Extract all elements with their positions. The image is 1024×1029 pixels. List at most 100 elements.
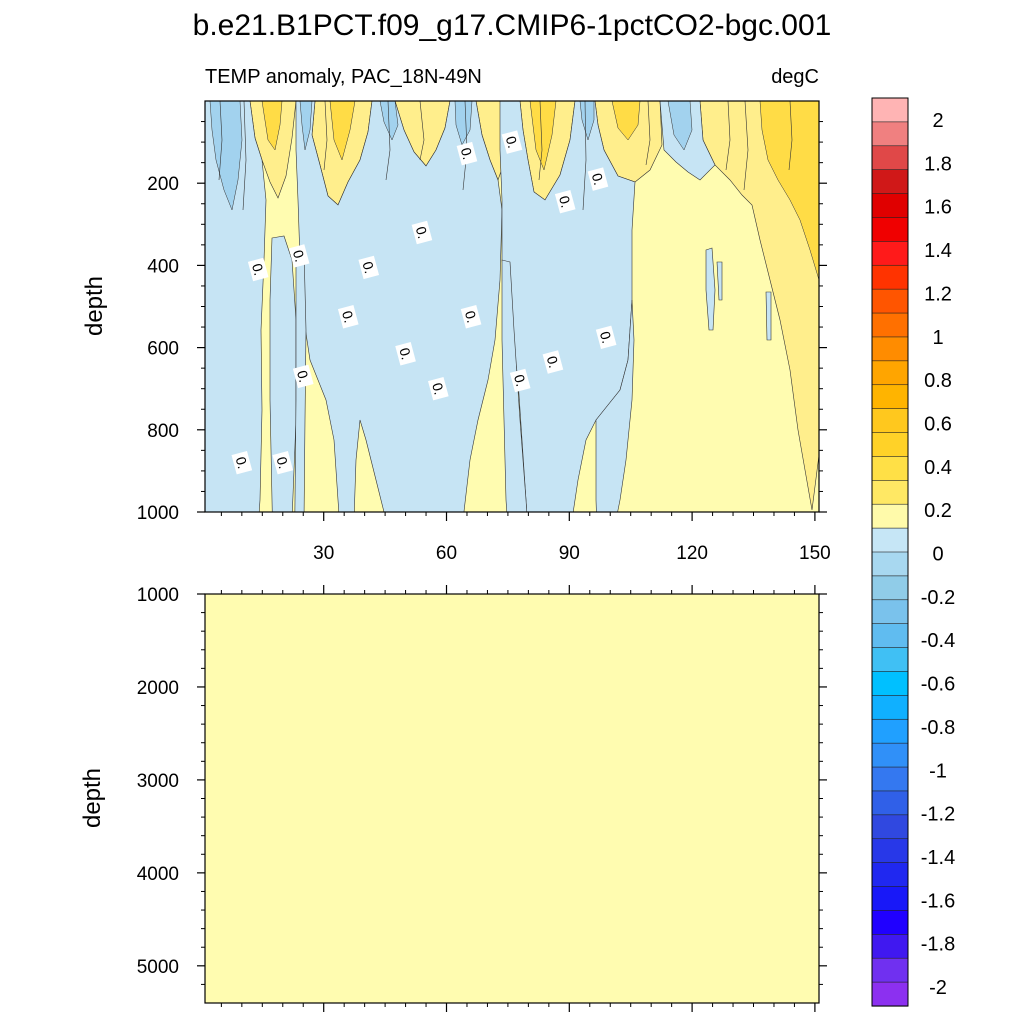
negative-patch (765, 291, 772, 341)
contour-label-box (272, 450, 294, 475)
colorbar-swatch (871, 312, 909, 338)
top-xtick-label: 30 (313, 543, 334, 564)
colorbar-label: -0.6 (921, 674, 955, 696)
contour-label: 0. (460, 305, 482, 329)
colorbar-swatch (871, 886, 909, 912)
contour-label-text: 0. (544, 354, 562, 369)
streak-line (323, 101, 328, 171)
contour-label-box (292, 364, 314, 389)
colorbar-label: 2 (932, 110, 943, 132)
negative-patch (499, 101, 636, 512)
colorbar-swatch (871, 647, 909, 673)
colorbar-label: 0 (932, 544, 943, 566)
contour-label-box (247, 257, 269, 282)
top-ytick-label: 400 (147, 256, 179, 277)
colorbar-swatch (871, 241, 909, 266)
colorbar-swatch (871, 575, 909, 601)
contour-label-box (456, 141, 478, 166)
contour-label-box (395, 342, 416, 366)
colorbar-swatch (871, 551, 909, 577)
colorbar-swatch (871, 480, 909, 505)
negative-patch-strong (579, 101, 595, 141)
colorbar-label: 0.2 (924, 500, 952, 522)
top-xtick-label: 150 (799, 543, 831, 564)
contour-label: 0. (595, 325, 617, 350)
colorbar-swatch (871, 742, 909, 768)
colorbar-swatch (871, 97, 909, 123)
colorbar-swatch (871, 121, 909, 147)
top-panel-axes: 200 400 600 800 1000 30 60 90 120 150 (137, 121, 831, 564)
bottom-ytick-label: 1000 (137, 585, 179, 606)
bottom-ylabel: depth (79, 768, 106, 828)
colorbar-swatch (871, 599, 909, 625)
contour-label-box (411, 220, 433, 245)
colorbar-swatch (871, 910, 909, 935)
colorbar-label: 1 (932, 327, 943, 349)
contour-label-text: 0. (413, 225, 431, 240)
positive-anomaly-regions-strong (261, 101, 819, 281)
chart-title: b.e21.B1PCT.f09_g17.CMIP6-1pctCO2-bgc.00… (193, 9, 832, 42)
contour-label-box (231, 450, 253, 475)
contour-label-text: 0. (396, 346, 414, 361)
streak-line (645, 101, 651, 166)
contour-label: 0. (554, 189, 576, 214)
colorbar-swatch (871, 838, 909, 864)
streak-line (242, 101, 247, 211)
streak-line (385, 101, 391, 181)
negative-patch (295, 101, 503, 512)
top-ytick-label: 600 (147, 339, 179, 360)
colorbar-swatch (871, 193, 909, 219)
colorbar-swatch (871, 432, 909, 458)
negative-patch-strong (454, 101, 473, 146)
contour-label: 0. (501, 130, 523, 154)
colorbar-swatch (871, 145, 909, 171)
positive-patch-strong (529, 101, 557, 171)
contour-label: 0. (411, 220, 433, 245)
streak-line (218, 101, 223, 181)
colorbar-label: -0.4 (921, 630, 955, 652)
contour-label-box (501, 130, 523, 154)
colorbar-label: 0.8 (924, 370, 952, 392)
contour-label-text: 0. (290, 248, 308, 263)
colorbar-swatch (871, 336, 909, 362)
contour-label-text: 0. (274, 455, 292, 470)
contour-label-box (542, 350, 564, 374)
colorbar-swatch (871, 264, 909, 290)
colorbar-label: 1.2 (924, 283, 952, 305)
colorbar-swatch (871, 862, 909, 888)
top-panel: 0. 0. 0. 0. 0. 0. 0. 0. 0. 0. 0. 0. 0. 0. 0. 0. 0. 0. 200… (81, 100, 831, 564)
contour-label-text: 0. (462, 309, 480, 324)
contour-label-box (428, 376, 449, 401)
colorbar-swatch (871, 957, 909, 983)
contour-label-text: 0. (249, 262, 267, 277)
top-ytick-label: 1000 (137, 503, 179, 524)
colorbar-label: -0.8 (921, 717, 955, 739)
colorbar-swatch (871, 814, 909, 840)
colorbar-label: -1.8 (921, 934, 955, 956)
colorbar-swatch (871, 456, 909, 481)
top-panel-field: 0. 0. 0. 0. 0. 0. 0. 0. 0. 0. 0. 0. 0. 0. 0. 0. 0. 0. (205, 101, 819, 512)
colorbar-label: -1.6 (921, 890, 955, 912)
contour-label-text: 0. (597, 330, 615, 345)
top-ylabel: depth (81, 276, 108, 336)
bottom-panel-background (205, 594, 819, 1003)
negative-anomaly-regions-strong (209, 101, 693, 211)
top-xtick-label: 120 (676, 543, 708, 564)
positive-patch (699, 101, 819, 511)
top-xtick-label: 60 (436, 543, 457, 564)
negative-patch (705, 247, 716, 331)
colorbar-swatch (871, 790, 909, 816)
colorbar-label: 1.4 (924, 240, 952, 262)
negative-patch-strong (299, 101, 313, 151)
contour-label: 0. (428, 376, 449, 401)
colorbar-swatch (871, 169, 909, 195)
positive-patch-strong (611, 101, 641, 141)
contour-label-text: 0. (503, 134, 521, 149)
colorbar-swatch (871, 408, 909, 434)
colorbar-swatch (871, 718, 909, 744)
negative-patch-strong (209, 101, 243, 211)
streak-line (538, 101, 543, 181)
negative-patch-strong (667, 101, 693, 151)
